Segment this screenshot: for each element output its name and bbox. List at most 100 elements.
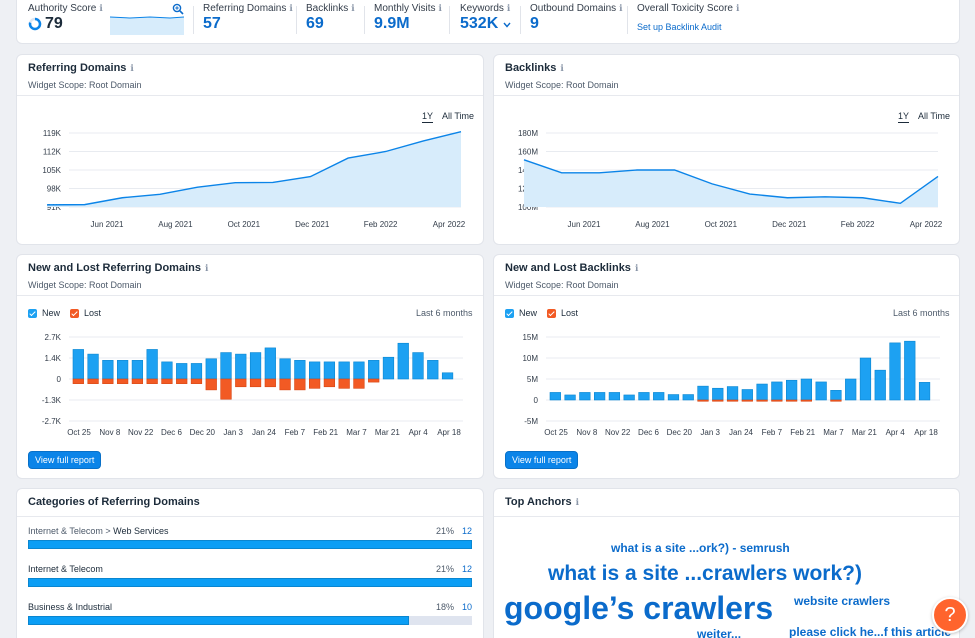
bar-new[interactable] — [682, 394, 694, 401]
info-icon[interactable]: ℹ — [634, 263, 639, 273]
bar-lost[interactable] — [726, 399, 739, 402]
setup-backlink-audit-link[interactable]: Set up Backlink Audit — [637, 22, 722, 32]
bar-new[interactable] — [608, 392, 621, 401]
info-icon[interactable]: ℹ — [560, 63, 564, 73]
info-icon[interactable]: ℹ — [438, 3, 442, 13]
anchor-word[interactable]: what is a site ...ork?) - semrush — [611, 541, 790, 555]
period-1y-tab[interactable]: 1Y — [422, 111, 434, 123]
info-icon[interactable]: ℹ — [289, 3, 293, 13]
bar-new[interactable] — [623, 394, 635, 401]
bar-new[interactable] — [190, 363, 203, 380]
legend-lost[interactable]: Lost — [547, 308, 578, 318]
category-count[interactable]: 10 — [461, 602, 472, 612]
view-full-report-button[interactable]: View full report — [505, 451, 579, 469]
info-icon[interactable]: ℹ — [99, 3, 103, 13]
bar-lost[interactable] — [338, 378, 350, 389]
category-row[interactable]: Internet & Telecom 21% 12 — [28, 564, 472, 592]
view-full-report-button[interactable]: View full report — [28, 451, 102, 469]
bar-new[interactable] — [918, 382, 931, 401]
bar-new[interactable] — [220, 352, 232, 380]
bar-lost[interactable] — [279, 378, 291, 391]
anchor-word[interactable]: weiter... — [697, 627, 742, 638]
bar-new[interactable] — [131, 360, 144, 380]
bar-lost[interactable] — [800, 399, 813, 402]
bar-new[interactable] — [309, 361, 321, 380]
bar-lost[interactable] — [176, 378, 188, 384]
bar-new[interactable] — [176, 363, 188, 380]
bar-new[interactable] — [441, 372, 454, 380]
info-icon[interactable]: ℹ — [619, 3, 623, 13]
info-icon[interactable]: ℹ — [204, 263, 209, 273]
bar-new[interactable] — [771, 381, 783, 401]
bar-lost[interactable] — [712, 399, 724, 402]
metric-value[interactable]: 69 — [306, 15, 324, 32]
bar-lost[interactable] — [368, 378, 380, 383]
bar-new[interactable] — [72, 349, 84, 380]
bar-new[interactable] — [87, 353, 99, 380]
bar-new[interactable] — [712, 387, 724, 401]
bar-lost[interactable] — [830, 399, 842, 402]
bar-lost[interactable] — [205, 378, 217, 391]
bar-new[interactable] — [294, 360, 306, 380]
bar-new[interactable] — [815, 381, 827, 401]
checkbox-checked-icon[interactable] — [505, 308, 514, 318]
bar-lost[interactable] — [697, 399, 709, 402]
zoom-in-icon[interactable] — [172, 3, 184, 15]
anchor-word[interactable]: website crawlers — [794, 594, 891, 608]
legend-new[interactable]: New — [505, 308, 537, 318]
bar-lost[interactable] — [146, 378, 158, 384]
legend-new[interactable]: New — [28, 308, 60, 318]
bar-lost[interactable] — [786, 399, 798, 402]
bar-lost[interactable] — [294, 378, 306, 391]
bar-lost[interactable] — [235, 378, 247, 388]
anchor-word[interactable]: google’s crawlers — [504, 590, 774, 626]
bar-new[interactable] — [382, 356, 395, 380]
bar-new[interactable] — [353, 361, 365, 380]
info-icon[interactable]: ℹ — [506, 3, 511, 13]
bar-lost[interactable] — [771, 399, 783, 402]
bar-lost[interactable] — [131, 378, 144, 384]
info-icon[interactable]: ℹ — [130, 63, 134, 73]
bar-lost[interactable] — [741, 399, 753, 402]
bar-new[interactable] — [564, 394, 576, 401]
help-button[interactable]: ? — [932, 597, 968, 633]
bar-new[interactable] — [146, 349, 158, 380]
bar-lost[interactable] — [264, 378, 276, 388]
metric-value[interactable]: 9 — [530, 15, 539, 32]
anchor-word[interactable]: what is a site ...crawlers work?) — [548, 562, 862, 585]
anchor-word[interactable]: please click he...f this article — [789, 625, 952, 638]
bar-lost[interactable] — [87, 378, 99, 384]
bar-new[interactable] — [549, 392, 561, 401]
bar-new[interactable] — [638, 392, 650, 401]
bar-new[interactable] — [338, 361, 350, 380]
bar-new[interactable] — [412, 352, 424, 380]
bar-lost[interactable] — [161, 378, 173, 384]
bar-new[interactable] — [249, 352, 262, 380]
bar-new[interactable] — [161, 361, 173, 380]
bar-lost[interactable] — [309, 378, 321, 389]
bar-new[interactable] — [102, 360, 114, 380]
bar-new[interactable] — [874, 369, 886, 401]
metric-value[interactable]: 57 — [203, 15, 221, 32]
bar-new[interactable] — [579, 392, 591, 401]
bar-new[interactable] — [235, 353, 247, 380]
bar-new[interactable] — [830, 390, 842, 401]
checkbox-checked-icon[interactable] — [70, 308, 79, 318]
bar-new[interactable] — [427, 360, 439, 380]
bar-new[interactable] — [859, 357, 872, 401]
info-icon[interactable]: ℹ — [351, 3, 355, 13]
bar-lost[interactable] — [323, 378, 336, 388]
bar-lost[interactable] — [249, 378, 262, 388]
bar-new[interactable] — [697, 385, 709, 401]
bar-lost[interactable] — [756, 399, 768, 402]
bar-new[interactable] — [279, 358, 291, 380]
bar-new[interactable] — [368, 360, 380, 380]
bar-lost[interactable] — [220, 378, 232, 400]
bar-new[interactable] — [726, 386, 739, 401]
bar-new[interactable] — [845, 378, 857, 401]
metric-value[interactable]: 532K — [460, 15, 499, 32]
period-all-time-tab[interactable]: All Time — [918, 111, 951, 121]
period-all-time-tab[interactable]: All Time — [442, 111, 475, 121]
legend-lost[interactable]: Lost — [70, 308, 101, 318]
bar-new[interactable] — [594, 392, 606, 401]
